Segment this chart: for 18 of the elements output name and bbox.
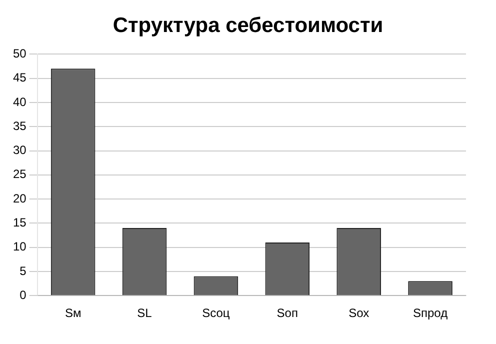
y-tick-label: 15 (12, 215, 27, 230)
x-tick-label: SL (137, 306, 152, 320)
x-tick-label: Sох (348, 306, 370, 320)
y-tick-label: 35 (12, 118, 27, 133)
chart-title: Структура себестоимости (112, 14, 384, 39)
y-tick-label: 10 (12, 240, 27, 254)
x-tick-label: Sм (64, 306, 82, 320)
y-tick-label: 30 (12, 143, 27, 158)
x-tick-label: Sоп (276, 306, 298, 320)
y-tick-label: 25 (12, 167, 27, 182)
y-tick-label: 50 (12, 46, 27, 61)
x-tick-label: Sсоц (202, 306, 230, 320)
y-tick-label: 45 (12, 70, 27, 85)
y-tick-label: 40 (12, 94, 27, 109)
y-tick-label: 0 (20, 288, 27, 302)
y-tick-label: 5 (20, 264, 27, 278)
x-tick-label: Sпрод (412, 306, 448, 320)
y-tick-label: 20 (12, 191, 27, 206)
